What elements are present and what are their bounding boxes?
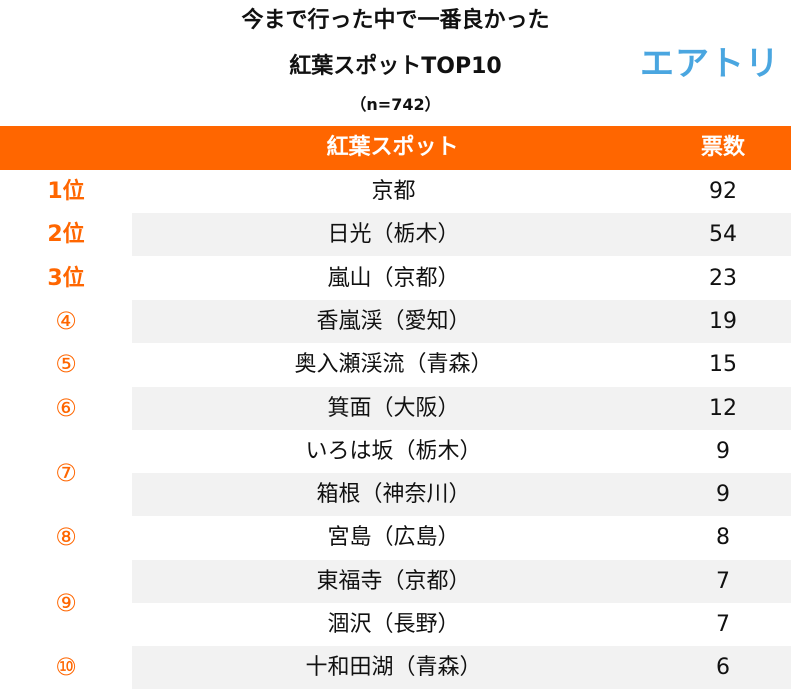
vote-count: 9 <box>716 482 730 508</box>
vote-count: 92 <box>709 179 737 204</box>
spot-name: 香嵐渓（愛知） <box>316 308 471 334</box>
spot-name: 京都 <box>371 179 416 204</box>
header-spot: 紅葉スポット <box>326 135 459 160</box>
rank-label: ⑥ <box>55 393 77 422</box>
table-row: 涸沢（長野） 7 <box>132 603 791 646</box>
table-header: 紅葉スポット 票数 <box>0 126 791 170</box>
vote-count: 15 <box>709 352 737 378</box>
spot-name: 嵐山（京都） <box>327 265 460 291</box>
spot-name: 涸沢（長野） <box>327 612 460 637</box>
spot-name: 箱根（神奈川） <box>316 482 471 508</box>
rank-label: ⑤ <box>55 350 77 379</box>
rank-label: 1位 <box>47 179 85 204</box>
table-row: 箱根（神奈川） 9 <box>132 473 791 517</box>
table-row: いろは坂（栃木） 9 <box>132 430 791 473</box>
vote-count: 12 <box>709 395 737 421</box>
table-row: 京都 92 <box>132 170 791 213</box>
vote-count: 7 <box>716 612 730 637</box>
rank-label: ⑩ <box>55 653 77 682</box>
table-row: 箕面（大阪） 12 <box>132 386 791 430</box>
table-row: 十和田湖（青森） 6 <box>132 646 791 690</box>
rank-label: ⑦ <box>55 458 77 487</box>
spot-name: 箕面（大阪） <box>327 395 460 421</box>
spot-name: いろは坂（栃木） <box>305 438 482 464</box>
vote-count: 54 <box>709 222 737 248</box>
spot-name: 宮島（広島） <box>327 525 460 551</box>
sample-size-label: （n=742） <box>350 95 441 114</box>
vote-count: 19 <box>709 308 737 334</box>
table-row: 香嵐渓（愛知） 19 <box>132 299 791 343</box>
rank-label: 3位 <box>47 265 85 291</box>
spot-name: 日光（栃木） <box>327 222 460 248</box>
table-row: 宮島（広島） 8 <box>132 516 791 559</box>
vote-count: 23 <box>709 265 737 291</box>
chart-title-line-2: 紅葉スポットTOP10 <box>289 54 502 79</box>
header-votes: 票数 <box>700 135 745 160</box>
spot-name: 奥入瀬渓流（青森） <box>294 352 493 378</box>
rank-label: 2位 <box>47 222 85 248</box>
vote-count: 9 <box>716 438 730 464</box>
table-row: 嵐山（京都） 23 <box>132 257 791 300</box>
brand-logo: エアトリ <box>640 44 780 84</box>
rank-label: ⑧ <box>55 523 77 552</box>
table-row: 日光（栃木） 54 <box>132 213 791 257</box>
rank-label: ④ <box>55 306 77 335</box>
vote-count: 8 <box>716 525 730 551</box>
rank-label: ⑨ <box>55 588 77 617</box>
vote-count: 7 <box>716 568 730 594</box>
vote-count: 6 <box>716 655 730 681</box>
table-row: 東福寺（京都） 7 <box>132 559 791 603</box>
spot-name: 十和田湖（青森） <box>305 655 482 681</box>
chart-title-line-1: 今まで行った中で一番良かった <box>241 8 550 33</box>
spot-name: 東福寺（京都） <box>316 568 471 594</box>
table-row: 奥入瀬渓流（青森） 15 <box>132 343 791 386</box>
